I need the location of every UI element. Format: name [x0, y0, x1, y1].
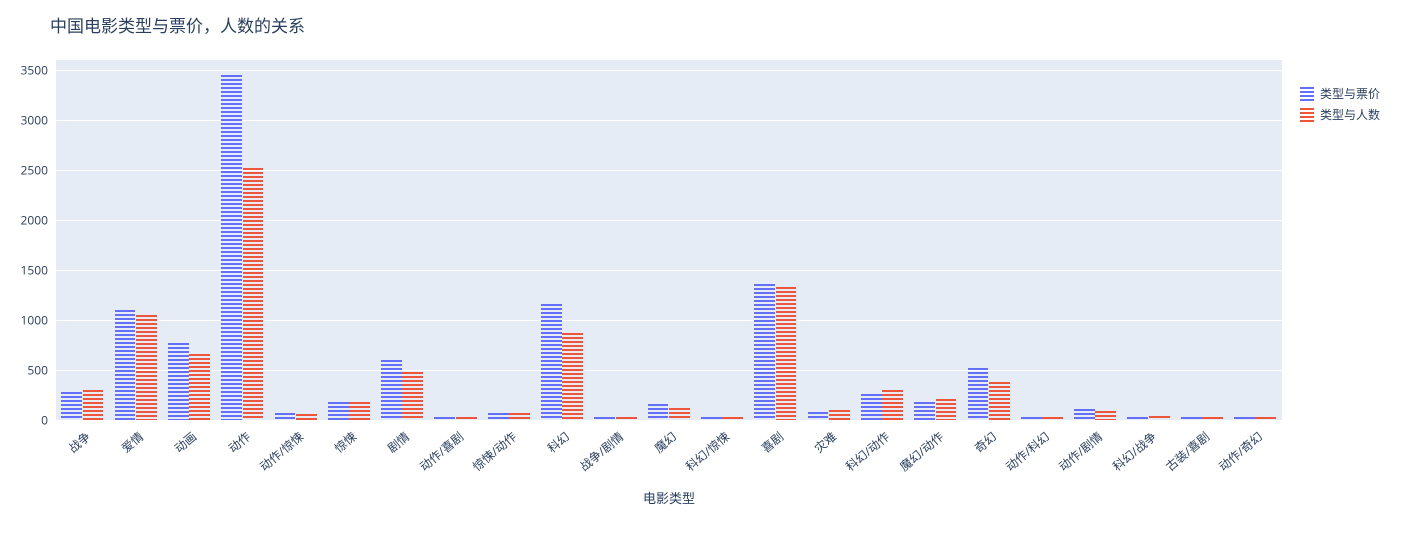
legend-swatch-icon	[1300, 87, 1314, 101]
x-tick-label: 动作/惊悚	[256, 428, 307, 475]
bar-series-0[interactable]	[1181, 417, 1202, 420]
gridline	[56, 420, 1282, 422]
bar-series-1[interactable]	[989, 382, 1010, 421]
bar-series-0[interactable]	[1127, 417, 1148, 421]
bar-series-1[interactable]	[456, 417, 477, 421]
bar-series-1[interactable]	[1095, 411, 1116, 420]
legend-item-series-0[interactable]: 类型与票价	[1300, 85, 1380, 102]
x-tick-label: 科幻/动作	[842, 428, 893, 475]
legend-swatch-icon	[1300, 108, 1314, 122]
x-tick-label: 战争	[64, 428, 93, 456]
x-tick-label: 动作/奇幻	[1215, 428, 1266, 475]
x-tick-label: 科幻/战争	[1109, 428, 1160, 475]
bar-series-0[interactable]	[648, 404, 669, 421]
x-tick-label: 战争/剧情	[576, 428, 627, 475]
bar-series-0[interactable]	[275, 413, 296, 421]
bar-series-0[interactable]	[168, 343, 189, 420]
chart-root: 中国电影类型与票价，人数的关系 电影类型 类型与票价 类型与人数 0500100…	[0, 0, 1422, 550]
bar-series-1[interactable]	[1255, 417, 1276, 421]
legend-label: 类型与人数	[1320, 106, 1380, 123]
legend: 类型与票价 类型与人数	[1300, 85, 1380, 127]
bar-series-0[interactable]	[1074, 409, 1095, 421]
bar-series-1[interactable]	[189, 354, 210, 420]
bar-series-0[interactable]	[541, 304, 562, 420]
legend-label: 类型与票价	[1320, 85, 1380, 102]
bar-series-0[interactable]	[594, 417, 615, 421]
bar-series-0[interactable]	[754, 284, 775, 420]
x-axis-title: 电影类型	[643, 488, 695, 507]
legend-item-series-1[interactable]: 类型与人数	[1300, 106, 1380, 123]
bar-series-0[interactable]	[115, 310, 136, 420]
bar-series-0[interactable]	[488, 413, 509, 420]
bar-series-0[interactable]	[328, 402, 349, 421]
bar-series-0[interactable]	[221, 75, 242, 420]
x-tick-label: 惊悚	[331, 428, 360, 456]
x-tick-label: 剧情	[384, 428, 413, 456]
x-tick-label: 惊悚/动作	[469, 428, 520, 475]
bar-series-1[interactable]	[402, 372, 423, 420]
x-tick-label: 魔幻	[651, 428, 680, 456]
bar-series-0[interactable]	[968, 368, 989, 421]
x-tick-label: 动作/科幻	[1002, 428, 1053, 475]
plot-area[interactable]	[56, 60, 1282, 420]
bar-series-0[interactable]	[1234, 417, 1255, 421]
bar-series-1[interactable]	[936, 399, 957, 420]
bar-series-1[interactable]	[562, 333, 583, 420]
bar-series-0[interactable]	[1021, 417, 1042, 420]
bar-series-1[interactable]	[669, 408, 690, 421]
x-tick-label: 古装/喜剧	[1162, 428, 1213, 475]
bar-series-1[interactable]	[1149, 416, 1170, 420]
chart-title: 中国电影类型与票价，人数的关系	[50, 12, 305, 37]
x-tick-label: 奇幻	[970, 428, 999, 456]
bar-series-1[interactable]	[1202, 417, 1223, 420]
x-tick-label: 爱情	[118, 428, 147, 456]
x-tick-label: 动作/喜剧	[416, 428, 467, 475]
x-tick-label: 动作	[224, 428, 253, 456]
x-tick-label: 科幻	[544, 428, 573, 456]
x-tick-label: 灾难	[811, 428, 840, 456]
x-tick-label: 动作/剧情	[1055, 428, 1106, 475]
bar-series-1[interactable]	[349, 402, 370, 420]
bar-series-0[interactable]	[701, 417, 722, 421]
bar-series-1[interactable]	[616, 417, 637, 421]
bar-series-1[interactable]	[829, 410, 850, 421]
bar-series-1[interactable]	[83, 390, 104, 420]
bar-series-0[interactable]	[434, 417, 455, 421]
bar-series-1[interactable]	[722, 417, 743, 421]
bar-series-0[interactable]	[61, 392, 82, 420]
gridline	[56, 70, 1282, 71]
x-tick-label: 动画	[171, 428, 200, 456]
x-tick-label: 喜剧	[757, 428, 786, 456]
bar-series-0[interactable]	[914, 402, 935, 421]
bar-series-0[interactable]	[381, 360, 402, 420]
bar-series-0[interactable]	[808, 412, 829, 420]
bar-series-1[interactable]	[296, 414, 317, 420]
x-tick-label: 科幻/惊悚	[682, 428, 733, 475]
x-tick-label: 魔幻/动作	[895, 428, 946, 475]
bar-series-1[interactable]	[882, 390, 903, 420]
bar-series-1[interactable]	[243, 168, 264, 420]
bar-series-0[interactable]	[861, 394, 882, 420]
bar-series-1[interactable]	[136, 315, 157, 420]
bar-series-1[interactable]	[509, 413, 530, 420]
bar-series-1[interactable]	[776, 287, 797, 420]
bar-series-1[interactable]	[1042, 417, 1063, 421]
